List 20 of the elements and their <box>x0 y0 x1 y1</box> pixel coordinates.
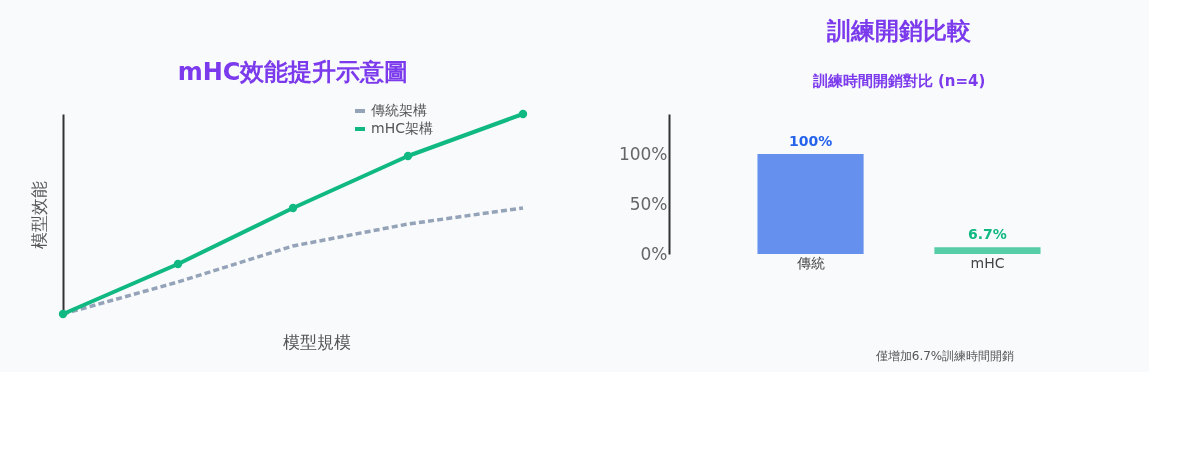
text: 僅增加6.7%訓練時間開銷 <box>874 349 1015 363</box>
legend-label: 傳統架構 <box>370 102 427 118</box>
chart-subtitle: 訓練時間開銷對比 (n=4) <box>811 72 986 90</box>
point <box>173 259 183 269</box>
y-tick-label: 50% <box>629 193 668 214</box>
x-tick-label: 傳統 <box>795 254 825 271</box>
chart-title: mHC效能提升示意圖 <box>177 57 409 86</box>
legend-label: mHC架構 <box>371 120 433 136</box>
y-tick-label: 100% <box>618 143 668 164</box>
data-label: 6.7% <box>968 226 1007 243</box>
chart-title: 訓練開銷比較 <box>826 17 972 45</box>
x-tick-label: mHC <box>970 254 1005 271</box>
y-axis-title: 模型效能 <box>28 180 49 249</box>
y-tick-label: 0% <box>640 243 668 264</box>
data-label: 100% <box>788 133 833 149</box>
point <box>58 309 68 319</box>
x-axis-title: 模型規模 <box>282 331 351 352</box>
point <box>288 203 298 213</box>
point <box>518 109 528 119</box>
point <box>403 151 413 161</box>
